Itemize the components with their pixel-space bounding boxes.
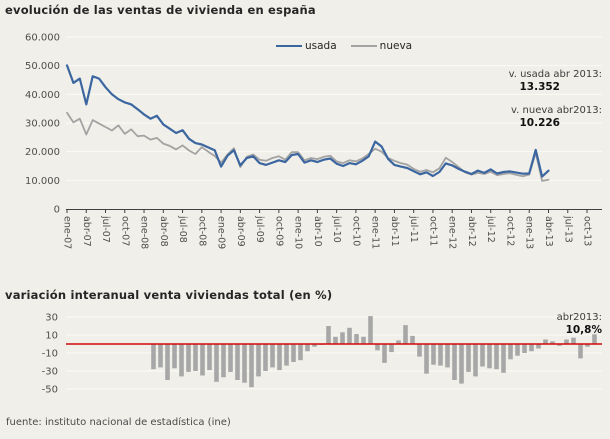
svg-text:jul-13: jul-13: [562, 215, 573, 243]
svg-text:ene-13: ene-13: [524, 216, 535, 249]
svg-text:abr-11: abr-11: [389, 216, 400, 247]
svg-text:jul-08: jul-08: [177, 215, 188, 243]
svg-text:oct-08: oct-08: [196, 216, 207, 246]
annotation-nueva: v. nueva abr2013: 10.226: [511, 104, 602, 130]
svg-text:ene-10: ene-10: [293, 216, 304, 249]
usada-line-swatch: [276, 44, 302, 48]
legend-item-usada: usada: [276, 40, 337, 52]
svg-text:10.000: 10.000: [25, 176, 60, 187]
bar-chart-title: variación interanual venta viviendas tot…: [5, 288, 333, 302]
svg-text:abr-12: abr-12: [466, 216, 477, 247]
svg-text:20.000: 20.000: [25, 147, 60, 158]
svg-text:ene-09: ene-09: [216, 216, 227, 249]
svg-text:oct-13: oct-13: [582, 216, 593, 246]
svg-text:abr-07: abr-07: [81, 216, 92, 247]
svg-text:jul-10: jul-10: [331, 215, 342, 243]
svg-text:oct-11: oct-11: [427, 216, 438, 246]
line-chart-title: evolución de las ventas de vivienda en e…: [5, 3, 316, 17]
annotation-usada-label: v. usada abr 2013:: [508, 69, 602, 80]
svg-text:40.000: 40.000: [25, 90, 60, 101]
svg-text:30: 30: [45, 313, 58, 324]
svg-text:oct-10: oct-10: [350, 216, 361, 246]
svg-text:10: 10: [45, 331, 58, 342]
annotation-usada-value: 13.352: [519, 81, 560, 93]
annotation-usada: v. usada abr 2013: 13.352: [509, 68, 602, 94]
svg-text:-50: -50: [42, 385, 58, 396]
svg-text:oct-09: oct-09: [273, 216, 284, 246]
svg-text:oct-12: oct-12: [504, 216, 515, 246]
svg-text:60.000: 60.000: [25, 33, 60, 44]
svg-text:ene-11: ene-11: [370, 216, 381, 249]
svg-text:30.000: 30.000: [25, 119, 60, 130]
source-footer: fuente: instituto nacional de estadístic…: [6, 417, 231, 428]
svg-text:abr-10: abr-10: [312, 216, 323, 247]
legend-label-usada: usada: [305, 40, 337, 52]
svg-text:-10: -10: [42, 349, 58, 360]
legend-label-nueva: nueva: [379, 40, 413, 52]
svg-text:abr-09: abr-09: [235, 216, 246, 247]
svg-text:ene-07: ene-07: [62, 216, 73, 249]
annotation-bar-chart: abr2013: 10,8%: [557, 311, 602, 337]
svg-text:50.000: 50.000: [25, 61, 60, 72]
svg-text:abr-08: abr-08: [158, 216, 169, 247]
annotation-bar-value: 10,8%: [565, 324, 602, 336]
svg-text:jul-09: jul-09: [254, 215, 265, 243]
annotation-nueva-label: v. nueva abr2013:: [511, 105, 602, 116]
svg-text:abr-13: abr-13: [543, 216, 554, 247]
annotation-nueva-value: 10.226: [519, 117, 560, 129]
svg-text:jul-11: jul-11: [408, 215, 419, 243]
annotation-bar-label: abr2013:: [556, 312, 602, 323]
legend-item-nueva: nueva: [350, 40, 413, 52]
svg-text:0: 0: [54, 205, 60, 216]
svg-text:ene-08: ene-08: [139, 216, 150, 249]
svg-text:jul-07: jul-07: [100, 215, 111, 243]
line-chart-legend: usada nueva: [276, 40, 412, 52]
svg-text:oct-07: oct-07: [119, 216, 130, 246]
svg-text:ene-12: ene-12: [447, 216, 458, 249]
nueva-line-swatch: [350, 44, 377, 48]
svg-text:-30: -30: [42, 367, 58, 378]
svg-text:jul-12: jul-12: [485, 215, 496, 243]
